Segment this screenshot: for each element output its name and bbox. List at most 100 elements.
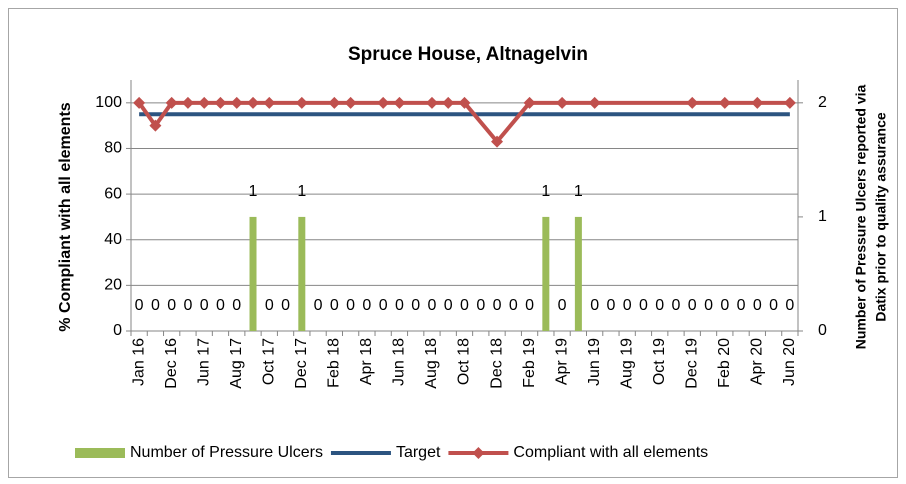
- bar-value-label: 0: [704, 297, 713, 314]
- bar-value-label: 0: [167, 297, 176, 314]
- marker: [783, 96, 796, 109]
- chart-title: Spruce House, Altnagelvin: [348, 44, 588, 65]
- x-tick-label: Feb 18: [326, 338, 343, 388]
- y2-axis-title: Number of Pressure Ulcers reported via: [853, 85, 869, 350]
- bar-value-label: 0: [428, 297, 437, 314]
- bar-value-label: 1: [249, 183, 258, 200]
- marker: [133, 96, 146, 109]
- marker: [425, 96, 438, 109]
- bar-value-label: 0: [688, 297, 697, 314]
- bar-value-label: 0: [769, 297, 778, 314]
- bar-value-label: 0: [183, 297, 192, 314]
- y-tick-label: 80: [104, 140, 122, 157]
- bar: [542, 216, 550, 331]
- y-tick-label: 40: [104, 231, 122, 248]
- bar-value-label: 0: [720, 297, 729, 314]
- bar-value-label: 0: [395, 297, 404, 314]
- bar-value-label: 1: [541, 183, 550, 200]
- legend-swatch: [75, 448, 125, 458]
- marker: [149, 119, 162, 132]
- marker: [230, 96, 243, 109]
- x-tick-label: Feb 19: [521, 338, 538, 388]
- marker: [718, 96, 731, 109]
- x-tick-label: Apr 20: [749, 338, 766, 385]
- bar-value-label: 0: [216, 297, 225, 314]
- y-tick-label: 100: [95, 94, 122, 111]
- x-tick-label: Dec 16: [163, 338, 180, 389]
- bar-value-label: 0: [379, 297, 388, 314]
- legend-label: Number of Pressure Ulcers: [130, 444, 323, 461]
- bar-value-label: 0: [200, 297, 209, 314]
- marker: [214, 96, 227, 109]
- bar-value-label: 0: [232, 297, 241, 314]
- bar: [249, 216, 257, 331]
- bar-value-label: 0: [362, 297, 371, 314]
- bar-value-label: 0: [655, 297, 664, 314]
- bar-value-label: 0: [672, 297, 681, 314]
- bar-value-label: 0: [444, 297, 453, 314]
- bar-value-label: 1: [297, 183, 306, 200]
- marker: [442, 96, 455, 109]
- bar: [574, 216, 582, 331]
- x-tick-label: Dec 19: [683, 338, 700, 389]
- marker: [328, 96, 341, 109]
- x-tick-label: Aug 17: [228, 338, 245, 389]
- x-tick-label: Jan 16: [130, 338, 147, 386]
- bar-value-label: 0: [558, 297, 567, 314]
- x-tick-label: Jun 17: [195, 338, 212, 386]
- marker: [198, 96, 211, 109]
- marker: [344, 96, 357, 109]
- bar-value-label: 1: [574, 183, 583, 200]
- y2-tick-label: 0: [818, 322, 827, 339]
- y-tick-label: 20: [104, 277, 122, 294]
- bar-value-label: 0: [509, 297, 518, 314]
- bar-value-label: 0: [590, 297, 599, 314]
- marker: [295, 96, 308, 109]
- marker: [523, 96, 536, 109]
- x-tick-label: Aug 19: [618, 338, 635, 389]
- x-tick-label: Oct 18: [456, 338, 473, 385]
- x-tick-label: Oct 17: [260, 338, 277, 385]
- marker: [458, 96, 471, 109]
- marker: [393, 96, 406, 109]
- legend-marker: [472, 447, 485, 459]
- y2-tick-label: 1: [818, 208, 827, 225]
- bar-value-label: 0: [330, 297, 339, 314]
- bar-value-label: 0: [525, 297, 534, 314]
- x-tick-label: Apr 18: [358, 338, 375, 385]
- y-tick-label: 0: [113, 322, 122, 339]
- bar-value-label: 0: [639, 297, 648, 314]
- y2-tick-label: 2: [818, 94, 827, 111]
- marker: [556, 96, 569, 109]
- x-tick-label: Dec 18: [488, 338, 505, 389]
- bar-value-label: 0: [460, 297, 469, 314]
- bar-value-label: 0: [346, 297, 355, 314]
- bar-value-label: 0: [265, 297, 274, 314]
- y-axis-title: % Compliant with all elements: [57, 102, 74, 331]
- x-tick-label: Feb 20: [716, 338, 733, 388]
- bar-value-label: 0: [476, 297, 485, 314]
- bar-value-label: 0: [151, 297, 160, 314]
- bar-value-label: 0: [737, 297, 746, 314]
- bar-value-label: 0: [493, 297, 502, 314]
- marker: [686, 96, 699, 109]
- x-tick-label: Jun 19: [586, 338, 603, 386]
- legend-label: Target: [396, 444, 441, 461]
- bar-value-label: 0: [281, 297, 290, 314]
- marker: [491, 135, 504, 148]
- bar: [298, 216, 306, 331]
- y2-axis-title: Datix prior to quality assurance: [873, 112, 889, 321]
- x-tick-label: Oct 19: [651, 338, 668, 385]
- bar-value-label: 0: [753, 297, 762, 314]
- x-tick-label: Jun 18: [391, 338, 408, 386]
- chart-border: [8, 8, 898, 478]
- legend-label: Compliant with all elements: [513, 444, 708, 461]
- bar-value-label: 0: [314, 297, 323, 314]
- marker: [751, 96, 764, 109]
- marker: [377, 96, 390, 109]
- x-tick-label: Apr 19: [553, 338, 570, 385]
- marker: [165, 96, 178, 109]
- bar-value-label: 0: [606, 297, 615, 314]
- x-tick-label: Dec 17: [293, 338, 310, 389]
